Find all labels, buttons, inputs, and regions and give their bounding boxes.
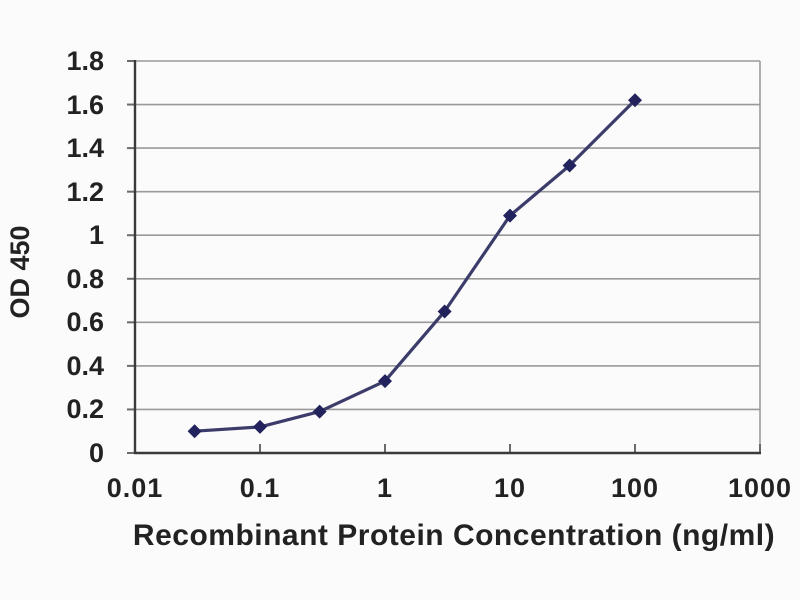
x-tick-label: 1 — [376, 473, 394, 503]
y-tick-label: 0 — [88, 438, 104, 468]
data-point-marker — [628, 93, 642, 108]
x-tick-label: 1000 — [727, 473, 793, 503]
y-tick-label: 0.4 — [66, 350, 104, 381]
x-tick-label: 100 — [610, 473, 660, 503]
data-point-marker — [378, 374, 392, 389]
x-tick-label: 0.1 — [239, 473, 281, 503]
series-line — [193, 98, 637, 433]
data-point-marker — [253, 419, 267, 434]
y-tick-label: 1.6 — [66, 89, 104, 120]
y-tick-label: 0.6 — [66, 307, 104, 338]
y-tick-label: 0.2 — [66, 394, 104, 425]
data-point-marker — [312, 404, 327, 419]
x-tick-label: 10 — [493, 473, 527, 503]
y-tick-label: 1.4 — [66, 133, 104, 164]
data-point-marker — [437, 304, 452, 319]
data-point-marker — [187, 424, 202, 439]
x-axis-title: Recombinant Protein Concentration (ng/ml… — [132, 519, 776, 552]
y-tick-label: 1.8 — [66, 46, 104, 76]
data-point-marker — [562, 158, 577, 173]
y-tick-label: 0.8 — [66, 263, 104, 294]
y-tick-label: 1.2 — [66, 176, 104, 207]
data-point-marker — [503, 208, 517, 223]
y-tick-label: 1 — [88, 220, 104, 251]
x-tick-label: 0.01 — [106, 473, 164, 503]
